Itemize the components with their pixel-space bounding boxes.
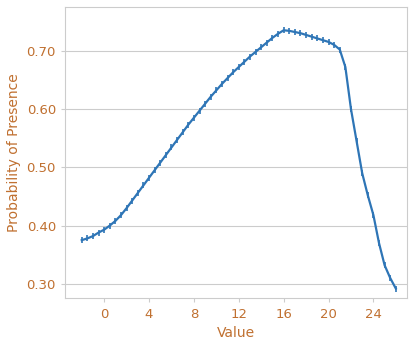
Y-axis label: Probability of Presence: Probability of Presence xyxy=(7,73,21,232)
X-axis label: Value: Value xyxy=(216,326,254,340)
